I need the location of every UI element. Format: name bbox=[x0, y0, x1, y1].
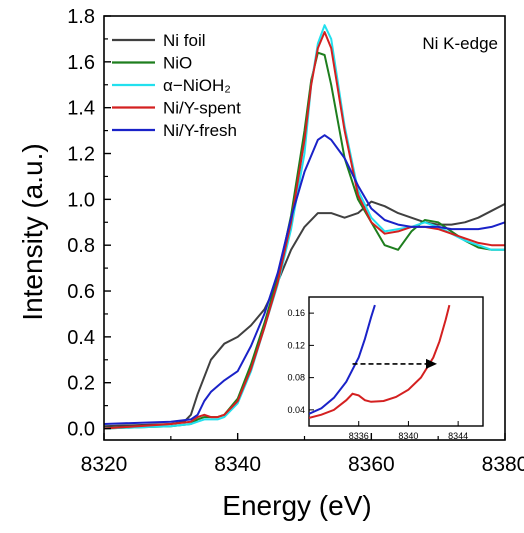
inset-series-line-0 bbox=[309, 304, 376, 415]
y-tick-label: 0.6 bbox=[67, 281, 95, 303]
inset-y-tick-label: 0.04 bbox=[287, 405, 305, 415]
y-tick-label: 1.8 bbox=[67, 6, 95, 28]
legend-label: Ni foil bbox=[163, 31, 206, 50]
inset-x-tick-label: 8344 bbox=[448, 431, 468, 441]
x-tick-label: 8320 bbox=[81, 453, 128, 476]
y-tick-label: 1.4 bbox=[67, 98, 95, 120]
y-tick-label: 1.6 bbox=[67, 52, 95, 74]
inset-x-tick-label: 8336 bbox=[349, 431, 369, 441]
inset-x-tick-label: 8340 bbox=[398, 431, 418, 441]
axes: 8320 8340 8360 8380 0.0 0.2 0.4 0.6 0.8 1.0 1.2 1.4… bbox=[67, 6, 524, 476]
legend-label: Ni/Y-spent bbox=[163, 99, 241, 118]
inset-lines bbox=[309, 304, 451, 419]
series-line-3 bbox=[103, 31, 505, 430]
x-axis-label: Energy (eV) bbox=[222, 490, 371, 521]
inset-chart: 8336 8340 8344 0.04 0.08 0.12 0.16 bbox=[287, 296, 484, 441]
series-line-0 bbox=[103, 200, 506, 428]
inset-series-line-1 bbox=[309, 304, 451, 419]
inset-y-tick-label: 0.08 bbox=[287, 373, 305, 383]
y-tick-label: 0.4 bbox=[67, 327, 95, 349]
legend: Ni foil NiO α−NiOH₂ Ni/Y-spent Ni/Y-fresh bbox=[112, 31, 241, 140]
y-axis-label: Intensity (a.u.) bbox=[17, 143, 48, 320]
series-line-4 bbox=[103, 134, 506, 425]
annotation-label: Ni K-edge bbox=[422, 34, 498, 53]
inset-y-tick-label: 0.16 bbox=[287, 308, 305, 318]
y-tick-label: 0.8 bbox=[67, 235, 95, 257]
series-lines bbox=[103, 24, 506, 430]
y-tick-label: 0.2 bbox=[67, 373, 95, 395]
x-tick-label: 8360 bbox=[348, 453, 395, 476]
y-tick-label: 1.0 bbox=[67, 189, 95, 211]
legend-label: α−NiOH₂ bbox=[163, 76, 231, 95]
y-tick-label: 0.0 bbox=[67, 419, 95, 441]
legend-label: NiO bbox=[163, 54, 192, 73]
x-tick-label: 8380 bbox=[482, 453, 524, 476]
inset-y-tick-label: 0.12 bbox=[287, 340, 305, 350]
y-tick-label: 1.2 bbox=[67, 144, 95, 166]
x-tick-label: 8340 bbox=[214, 453, 261, 476]
legend-label: Ni/Y-fresh bbox=[163, 121, 237, 140]
shift-arrow-head bbox=[426, 358, 438, 369]
inset-frame bbox=[308, 296, 484, 427]
